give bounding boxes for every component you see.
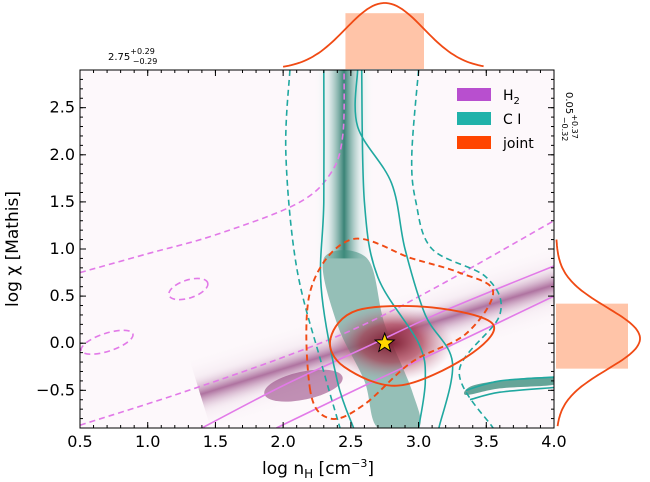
y-tick-label: 0.0: [50, 333, 75, 352]
y-tick-label: 2.0: [50, 145, 75, 164]
ci-contour-1sigma-right: [360, 70, 427, 428]
y-marginal-curve: [555, 239, 641, 427]
y-tick-label: 2.5: [50, 98, 75, 117]
x-axis-label: log nH [cm−3]: [262, 457, 374, 481]
h2-contour-island-1: [80, 329, 134, 356]
y-axis-label: log χ [Mathis]: [3, 191, 23, 307]
x-tick-label: 2.5: [338, 432, 363, 451]
joint-contour-2sigma: [305, 237, 495, 420]
x-marginal-curve: [282, 2, 484, 68]
x-marginal-annotation: 2.75+0.29 −0.29: [108, 47, 157, 66]
ci-contour-1sigma-right-outer: [354, 70, 454, 428]
h2-contour-2sigma-upper: [80, 70, 345, 274]
x-tick-label: 3.0: [406, 432, 431, 451]
x-marginal-interval: [345, 13, 424, 69]
h2-contour-1sigma-upper: [201, 265, 554, 428]
best-fit-star: [373, 331, 396, 353]
x-tick-label: 1.5: [203, 432, 228, 451]
y-tick-label: 1.5: [50, 192, 75, 211]
ci-contour-1sigma-left: [319, 70, 355, 428]
ci-contour-streak-upper: [465, 376, 554, 392]
x-tick-label: 3.5: [474, 432, 499, 451]
axis-ticks: 0.5 1.0 1.5 2.0 2.5 3.0 3.5 4.0 −0.5 0.0 0.5 1.0 1.5…: [36, 69, 567, 451]
legend-swatch: [457, 112, 491, 125]
joint-density-peak: [329, 305, 454, 382]
legend-swatch: [457, 88, 491, 101]
ci-contour-2sigma-left: [284, 70, 341, 428]
x-tick-label: 4.0: [541, 432, 566, 451]
x-tick-label: 0.5: [67, 432, 92, 451]
legend-label: C I: [503, 112, 521, 128]
x-tick-label: 1.0: [135, 432, 160, 451]
y-tick-label: 0.5: [50, 286, 75, 305]
h2-contour-island-2: [168, 277, 209, 301]
legend: H2 C I joint: [457, 88, 534, 152]
y-tick-label: 1.0: [50, 239, 75, 258]
ci-density-streak: [464, 376, 554, 396]
contour-lines: [80, 70, 554, 428]
legend-label: joint: [502, 136, 534, 152]
x-marginal-distribution: [282, 2, 484, 69]
y-marginal-distribution: [555, 239, 641, 427]
y-tick-label: −0.5: [36, 380, 75, 399]
ci-contour-streak-lower: [469, 386, 554, 401]
best-fit-star-marker: [373, 331, 396, 353]
legend-label: H2: [503, 88, 520, 107]
h2-density-tail: [264, 369, 343, 402]
x-tick-label: 2.0: [270, 432, 295, 451]
y-marginal-annotation: 0.05+0.37−0.32: [560, 92, 579, 141]
y-marginal-interval: [556, 303, 628, 369]
ci-contour-2sigma-right: [410, 70, 502, 428]
legend-swatch: [457, 136, 491, 149]
joint-contour-1sigma: [329, 304, 496, 387]
